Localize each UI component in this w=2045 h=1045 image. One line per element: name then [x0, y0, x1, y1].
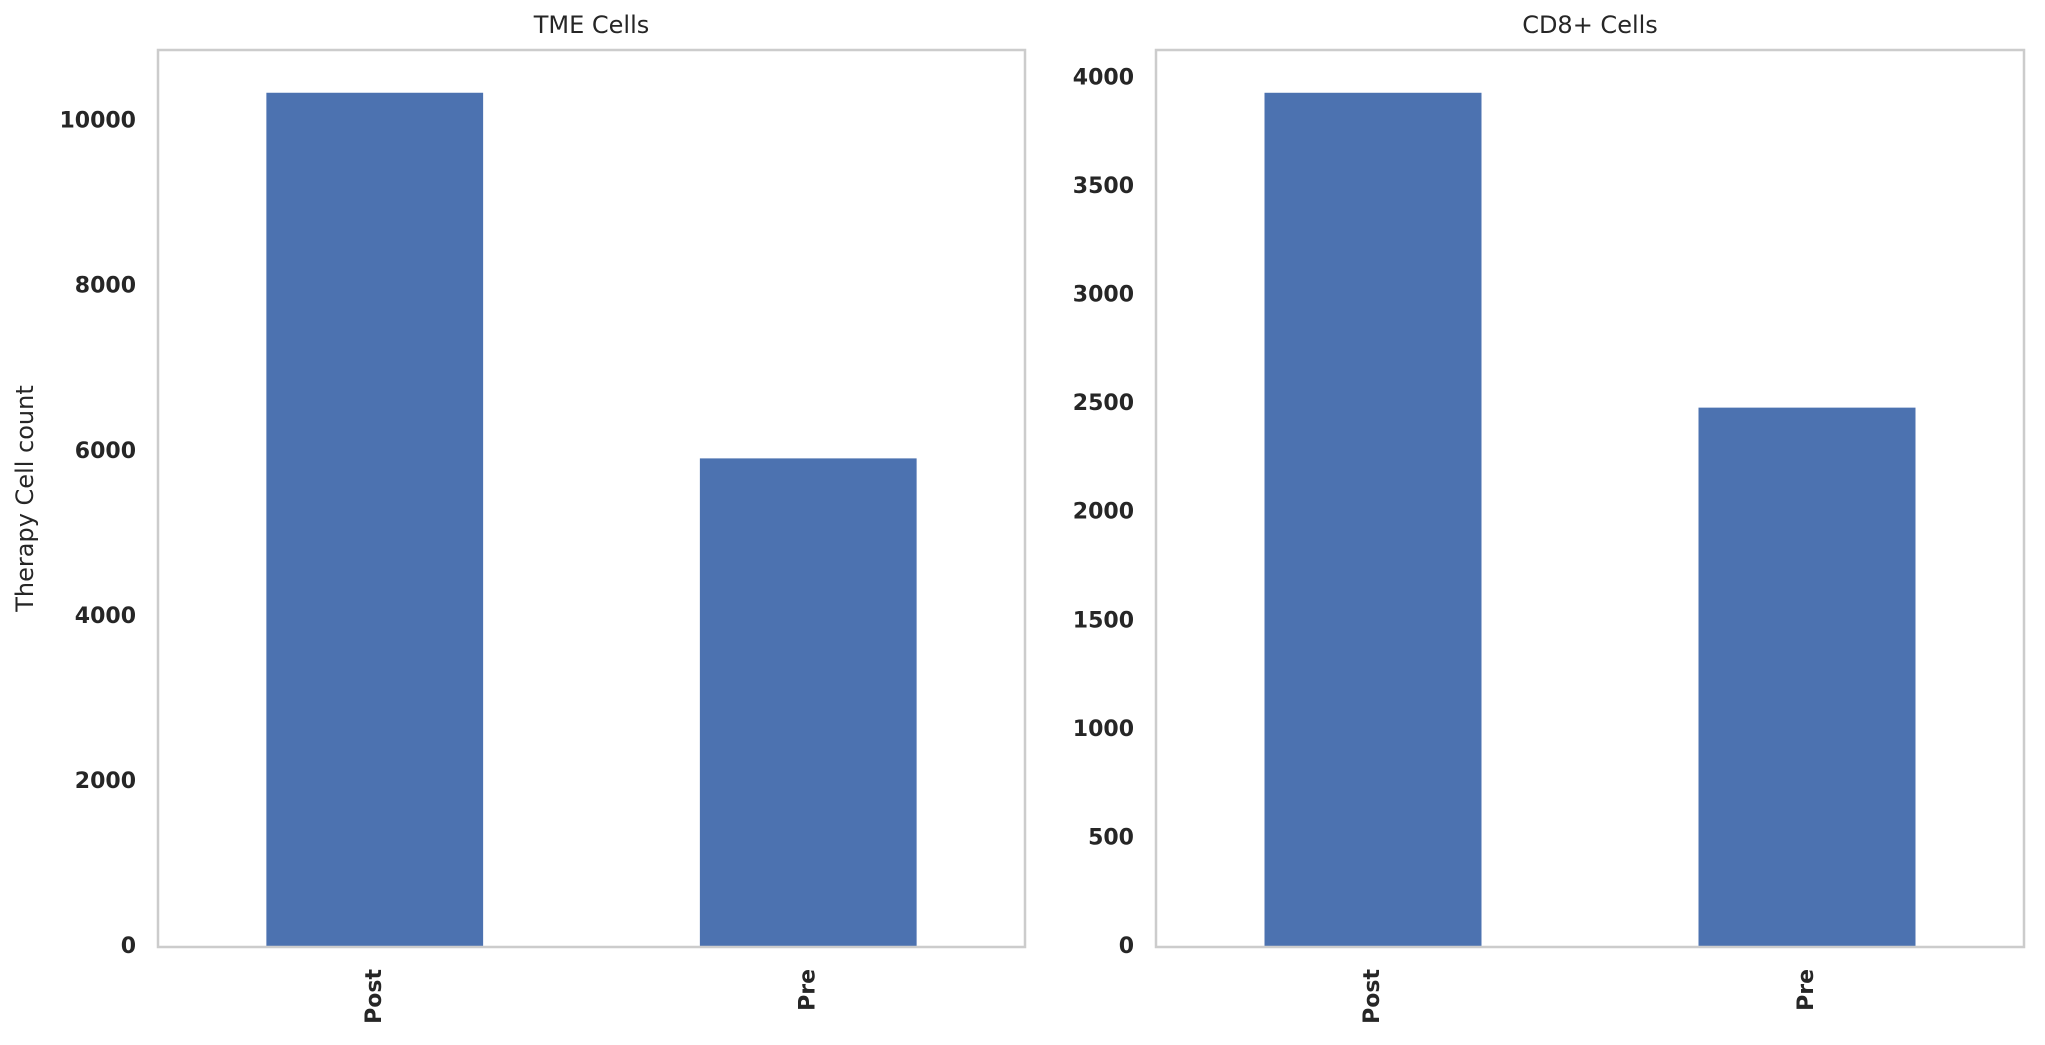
bar	[699, 458, 917, 947]
y-tick-label: 0	[121, 934, 136, 959]
chart-title: TME Cells	[533, 11, 650, 39]
y-tick-label: 2000	[75, 769, 136, 794]
y-tick-label: 8000	[75, 274, 136, 299]
y-tick-label: 4000	[75, 604, 136, 629]
y-axis-label: Therapy Cell count	[11, 385, 39, 612]
y-tick-label: 3000	[1073, 283, 1134, 308]
y-tick-label: 4000	[1073, 65, 1134, 90]
y-tick-label: 2500	[1073, 391, 1134, 416]
y-tick-label: 1500	[1073, 608, 1134, 633]
x-tick-label: Pre	[795, 969, 820, 1011]
y-tick-label: 6000	[75, 439, 136, 464]
plot-frame	[1154, 48, 2026, 949]
chart-title: CD8+ Cells	[1522, 11, 1658, 39]
y-tick-label: 3500	[1073, 174, 1134, 199]
y-tick-label: 0	[1119, 934, 1134, 959]
x-tick-label: Pre	[1794, 969, 1819, 1011]
bar	[1264, 92, 1482, 948]
x-tick-label: Post	[362, 969, 387, 1024]
plot-frame	[156, 48, 1027, 949]
y-tick-label: 10000	[59, 109, 136, 134]
y-tick-label: 1000	[1073, 717, 1134, 742]
bar	[1698, 407, 1916, 947]
x-tick-label: Post	[1360, 969, 1385, 1024]
y-tick-label: 2000	[1073, 500, 1134, 525]
y-tick-label: 500	[1088, 825, 1134, 850]
bar	[266, 92, 484, 947]
